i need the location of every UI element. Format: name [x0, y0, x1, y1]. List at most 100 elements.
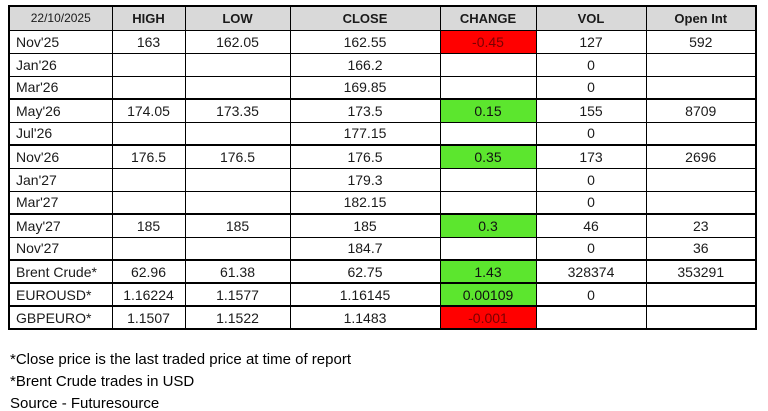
close-value: 182.15	[289, 190, 441, 215]
futures-price-table: 22/10/2025 HIGH LOW CLOSE CHANGE VOL Ope…	[8, 5, 757, 330]
high-value	[111, 52, 186, 77]
low-value: 173.35	[184, 98, 291, 123]
change-value: 0.15	[439, 98, 537, 123]
table-row: Nov'26 176.5 176.5 176.5 0.35 173 2696	[8, 144, 757, 169]
high-value: 1.16224	[111, 282, 186, 307]
low-value	[184, 121, 291, 146]
change-value	[439, 52, 537, 77]
contract-label: May'26	[8, 98, 113, 123]
low-value: 61.38	[184, 259, 291, 284]
close-value: 162.55	[289, 29, 441, 54]
contract-label: Mar'27	[8, 190, 113, 215]
open-interest-value	[645, 305, 757, 330]
change-value: 1.43	[439, 259, 537, 284]
footnote-source: Source - Futuresource	[10, 395, 160, 411]
contract-label: Nov'25	[8, 29, 113, 54]
close-value: 166.2	[289, 52, 441, 77]
contract-label: Jan'27	[8, 167, 113, 192]
low-value: 176.5	[184, 144, 291, 169]
volume-value: 127	[535, 29, 647, 54]
low-value: 162.05	[184, 29, 291, 54]
column-header-close: CLOSE	[289, 5, 441, 31]
table-row: May'27 185 185 185 0.3 46 23	[8, 213, 757, 238]
contract-label: May'27	[8, 213, 113, 238]
column-header-low: LOW	[184, 5, 291, 31]
low-value	[184, 75, 291, 100]
high-value: 185	[111, 213, 186, 238]
high-value: 176.5	[111, 144, 186, 169]
contract-label: Jan'26	[8, 52, 113, 77]
table-row: Jan'26 166.2 0	[8, 52, 757, 77]
contract-label: Brent Crude*	[8, 259, 113, 284]
contract-label: Nov'26	[8, 144, 113, 169]
volume-value: 0	[535, 75, 647, 100]
report-date-header: 22/10/2025	[8, 5, 113, 31]
high-value	[111, 190, 186, 215]
low-value	[184, 52, 291, 77]
volume-value: 0	[535, 282, 647, 307]
change-value	[439, 190, 537, 215]
change-value	[439, 236, 537, 261]
footnote-close-price: *Close price is the last traded price at…	[10, 351, 351, 368]
change-value: 0.3	[439, 213, 537, 238]
close-value: 1.1483	[289, 305, 441, 330]
open-interest-value	[645, 167, 757, 192]
table-row: May'26 174.05 173.35 173.5 0.15 155 8709	[8, 98, 757, 123]
contract-label: EUROUSD*	[8, 282, 113, 307]
volume-value: 328374	[535, 259, 647, 284]
column-header-high: HIGH	[111, 5, 186, 31]
contract-label: Nov'27	[8, 236, 113, 261]
change-value	[439, 75, 537, 100]
open-interest-value: 592	[645, 29, 757, 54]
footnotes: *Close price is the last traded price at…	[10, 349, 768, 411]
volume-value: 173	[535, 144, 647, 169]
high-value	[111, 236, 186, 261]
close-value: 62.75	[289, 259, 441, 284]
change-value: 0.35	[439, 144, 537, 169]
high-value: 174.05	[111, 98, 186, 123]
footnote-brent-usd: *Brent Crude trades in USD	[10, 373, 195, 390]
change-value: -0.45	[439, 29, 537, 54]
table-row: GBPEURO* 1.1507 1.1522 1.1483 -0.001	[8, 305, 757, 330]
volume-value: 0	[535, 121, 647, 146]
close-value: 1.16145	[289, 282, 441, 307]
open-interest-value: 8709	[645, 98, 757, 123]
close-value: 173.5	[289, 98, 441, 123]
volume-value: 0	[535, 52, 647, 77]
table-row: Mar'27 182.15 0	[8, 190, 757, 215]
contract-label: Mar'26	[8, 75, 113, 100]
low-value	[184, 167, 291, 192]
table-row: Mar'26 169.85 0	[8, 75, 757, 100]
contract-label: GBPEURO*	[8, 305, 113, 330]
volume-value	[535, 305, 647, 330]
table-row: Nov'25 163 162.05 162.55 -0.45 127 592	[8, 29, 757, 54]
high-value	[111, 167, 186, 192]
column-header-open-int: Open Int	[645, 5, 757, 31]
volume-value: 155	[535, 98, 647, 123]
change-value: -0.001	[439, 305, 537, 330]
open-interest-value: 2696	[645, 144, 757, 169]
close-value: 169.85	[289, 75, 441, 100]
change-value: 0.00109	[439, 282, 537, 307]
volume-value: 46	[535, 213, 647, 238]
high-value	[111, 121, 186, 146]
open-interest-value	[645, 190, 757, 215]
contract-label: Jul'26	[8, 121, 113, 146]
low-value: 185	[184, 213, 291, 238]
open-interest-value	[645, 121, 757, 146]
open-interest-value: 353291	[645, 259, 757, 284]
table-row: Jan'27 179.3 0	[8, 167, 757, 192]
table-row: Brent Crude* 62.96 61.38 62.75 1.43 328374 353…	[8, 259, 757, 284]
column-header-vol: VOL	[535, 5, 647, 31]
open-interest-value	[645, 52, 757, 77]
high-value: 1.1507	[111, 305, 186, 330]
close-value: 177.15	[289, 121, 441, 146]
low-value: 1.1577	[184, 282, 291, 307]
high-value	[111, 75, 186, 100]
column-header-change: CHANGE	[439, 5, 537, 31]
high-value: 62.96	[111, 259, 186, 284]
volume-value: 0	[535, 236, 647, 261]
low-value	[184, 190, 291, 215]
close-value: 185	[289, 213, 441, 238]
